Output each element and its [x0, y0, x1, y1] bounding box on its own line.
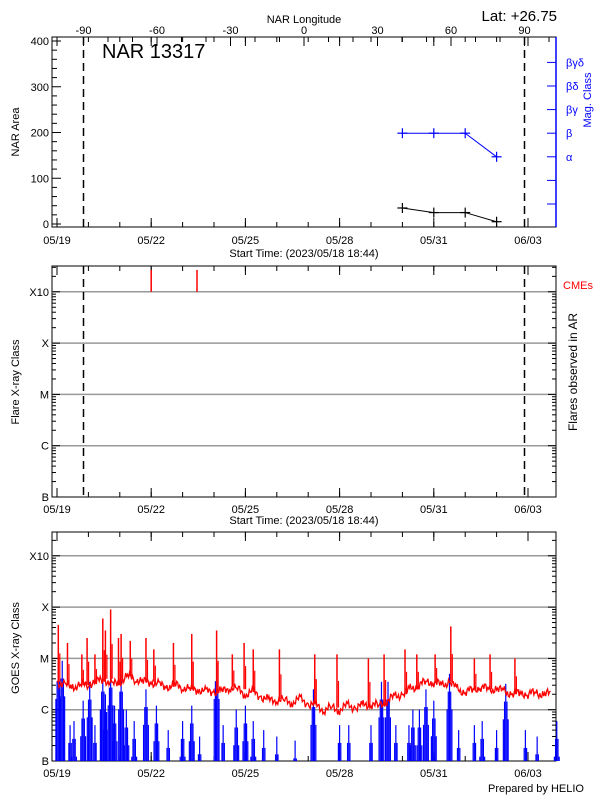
flare-panel-x-tick-label: 05/28: [326, 504, 354, 516]
area-y-tick-label: 100: [31, 173, 49, 185]
longitude-tick-label: 60: [445, 25, 457, 37]
flare-panel-y-tick-label: C: [41, 441, 49, 453]
prepared-by-label: Prepared by HELIO: [488, 783, 584, 795]
area-panel-x-tick-label: 05/19: [43, 235, 71, 247]
area-axis-title: NAR Area: [10, 107, 22, 157]
flare-panel-x-tick-label: 05/25: [232, 504, 260, 516]
flare-panel-x-tick-label: 05/31: [420, 504, 448, 516]
area-panel-x-tick-label: 05/31: [420, 235, 448, 247]
goes-panel-y-tick-label: B: [42, 756, 49, 768]
latitude-label: Lat: +26.75: [482, 8, 557, 25]
flare-panel-y-tick-label: X: [42, 338, 50, 350]
longitude-tick-label: 30: [371, 25, 383, 37]
longitude-tick-label: 0: [301, 25, 307, 37]
start-time-label-2: Start Time: (2023/05/18 18:44): [229, 515, 378, 527]
start-time-label-1: Start Time: (2023/05/18 18:44): [229, 248, 378, 260]
flare-panel-y-tick-label: X10: [29, 287, 49, 299]
goes-panel-y-tick-label: M: [40, 653, 49, 665]
flare-class-axis-title: Flare X-ray Class: [10, 339, 22, 424]
mag-class-line: [402, 132, 497, 158]
goes-panel-x-tick-label: 05/22: [137, 768, 165, 780]
flare-panel-y-tick-label: B: [42, 492, 49, 504]
area-panel-x-tick-label: 05/28: [326, 235, 354, 247]
goes-long-channel-line: [56, 670, 551, 717]
area-line: [402, 207, 497, 223]
longitude-tick-label: 90: [518, 25, 530, 37]
longitude-tick-label: -90: [76, 25, 92, 37]
mag-class-tick-label: βγ: [566, 105, 578, 117]
flare-panel-frame: [51, 265, 557, 498]
goes-panel-x-tick-label: 06/03: [514, 768, 542, 780]
cmes-label: CMEs: [563, 280, 593, 292]
area-y-tick-label: 400: [31, 36, 49, 48]
goes-panel-x-tick-label: 05/31: [420, 768, 448, 780]
mag-class-tick-label: α: [566, 152, 573, 164]
flares-observed-label: Flares observed in AR: [566, 313, 580, 431]
area-panel-frame: [51, 36, 557, 228]
area-panel-x-tick-label: 05/22: [137, 235, 165, 247]
flare-panel-x-tick-label: 05/19: [43, 504, 71, 516]
mag-class-tick-label: βγδ: [566, 57, 584, 69]
flare-panel-x-tick-label: 05/22: [137, 504, 165, 516]
goes-panel-x-tick-label: 05/25: [232, 768, 260, 780]
goes-panel-x-tick-label: 05/28: [326, 768, 354, 780]
area-panel-x-tick-label: 05/25: [232, 235, 260, 247]
goes-panel-y-tick-label: X10: [29, 551, 49, 563]
goes-panel-x-tick-label: 05/19: [43, 768, 71, 780]
mag-class-tick-label: β: [566, 128, 572, 140]
longitude-tick-label: -30: [223, 25, 239, 37]
mag-class-tick-label: βδ: [566, 81, 578, 93]
goes-panel-y-tick-label: X: [42, 602, 50, 614]
longitude-tick-label: -60: [149, 25, 165, 37]
mag-class-axis-title: Mag. Class: [582, 72, 594, 128]
longitude-axis-title: NAR Longitude: [267, 14, 342, 26]
region-title: NAR 13317: [102, 41, 205, 63]
flare-panel-x-tick-label: 06/03: [514, 504, 542, 516]
area-y-tick-label: 0: [43, 219, 49, 231]
goes-panel-frame: [51, 531, 557, 762]
goes-panel-y-tick-label: C: [41, 705, 49, 717]
area-y-tick-label: 300: [31, 82, 49, 94]
goes-class-axis-title: GOES X-ray Class: [10, 602, 22, 694]
flare-panel-y-tick-label: M: [40, 389, 49, 401]
area-y-tick-label: 200: [31, 128, 49, 140]
area-panel-x-tick-label: 06/03: [514, 235, 542, 247]
